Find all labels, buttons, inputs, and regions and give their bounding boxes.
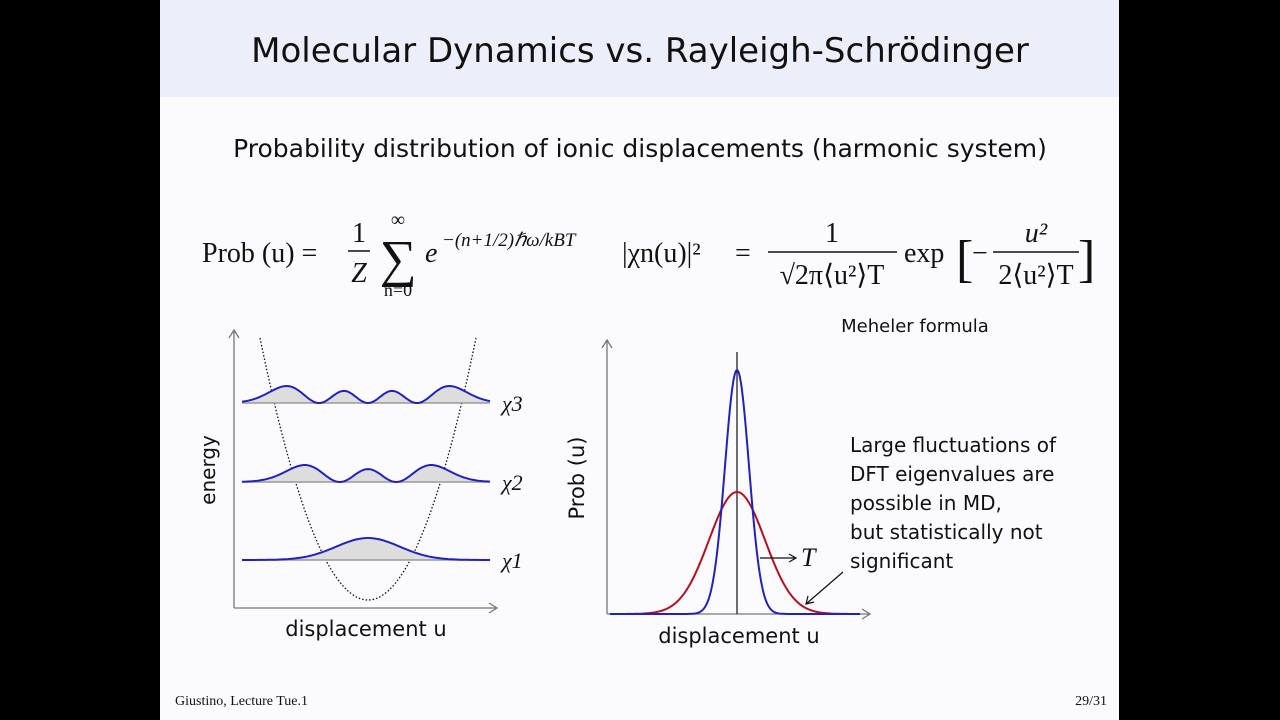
wavefunction (241, 384, 491, 405)
formula-part: ] (1078, 231, 1095, 288)
probability-diagram (601, 338, 872, 620)
formula-part: |χn(u)|² (622, 238, 701, 269)
density-fill (242, 538, 490, 560)
formula-part: 1 (352, 218, 366, 249)
arrow (805, 571, 844, 605)
level-label: χ1 (500, 548, 523, 573)
formula-part: [ (956, 231, 973, 288)
formula-part: u² (1025, 218, 1048, 249)
annotation-line: DFT eigenvalues are (850, 462, 1054, 486)
y-axis-label: energy (196, 435, 220, 505)
annotation-line: significant (850, 549, 953, 573)
level-label: χ3 (500, 391, 523, 416)
annotation-line: possible in MD, (850, 491, 1002, 515)
x-axis-label: displacement u (285, 617, 447, 641)
formula-part: − (972, 238, 988, 269)
footer-left: Giustino, Lecture Tue.1 (175, 694, 308, 709)
level-label: χ2 (500, 470, 523, 495)
formula-part: e (425, 238, 437, 269)
axis (228, 328, 240, 608)
formula-lhs: Prob (u) = (202, 238, 317, 269)
note: Meheler formula (841, 316, 989, 337)
arrow-label: T (801, 543, 817, 572)
formula-part: 1 (825, 218, 839, 249)
formula-part: ∞ (391, 209, 405, 231)
subtitle: Probability distribution of ionic displa… (233, 134, 1047, 163)
formula-part: √2π⟨u²⟩T (780, 260, 885, 291)
footer-right: 29/31 (1075, 694, 1107, 709)
x-axis-label: displacement u (658, 624, 820, 648)
formula-part: = (735, 238, 751, 269)
energy-diagram: χ1 χ2 χ3 (228, 328, 523, 614)
axis (601, 338, 613, 614)
formula-part: n=0 (384, 280, 412, 300)
y-axis-label: Prob (u) (565, 436, 589, 519)
wavefunction (241, 464, 491, 484)
formula-part: 2⟨u²⟩T (998, 260, 1073, 291)
formula-part: ∑ (379, 231, 416, 288)
formula-part: −(n+1/2)ℏω/kBT (442, 230, 577, 251)
formula-part: exp (904, 238, 944, 269)
annotation-line: Large fluctuations of (850, 433, 1057, 457)
formula: Prob (u) = 1 Z ∑ ∞ n=0 e −(n+1/2)ℏω/kBT … (202, 209, 1095, 300)
header-band (160, 0, 1119, 97)
density-fill (242, 465, 490, 482)
arrow (760, 553, 798, 563)
slide-background (160, 0, 1119, 720)
formula-part: Z (351, 258, 367, 289)
gaussian (610, 368, 860, 615)
annotation-line: but statistically not (850, 520, 1043, 544)
gaussian (610, 490, 860, 615)
axis (234, 602, 499, 614)
wavefunction (242, 537, 490, 561)
slide-title: Molecular Dynamics vs. Rayleigh-Schrödin… (251, 31, 1029, 71)
